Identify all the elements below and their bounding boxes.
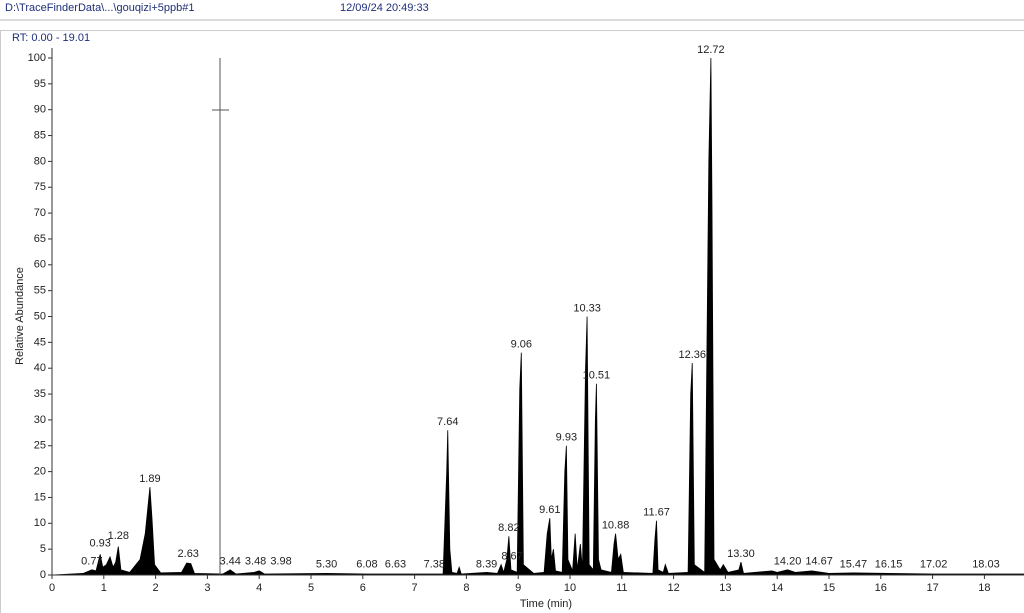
peak-label: 12.72 — [697, 44, 725, 56]
y-tick-label: 65 — [34, 233, 46, 245]
peak-label: 17.02 — [920, 558, 948, 570]
peak-label: 6.08 — [356, 558, 377, 570]
peak-label: 7.64 — [437, 416, 458, 428]
peak-label: 9.06 — [511, 339, 532, 351]
y-tick-label: 80 — [34, 155, 46, 167]
peak-label: 15.47 — [840, 558, 868, 570]
peak-label: 18.03 — [972, 558, 1000, 570]
y-axis-label: Relative Abundance — [14, 267, 26, 365]
peak-label: 3.98 — [270, 556, 291, 568]
x-tick-label: 0 — [49, 582, 55, 594]
x-tick-label: 2 — [153, 582, 159, 594]
x-tick-label: 6 — [360, 582, 366, 594]
y-tick-label: 15 — [34, 491, 46, 503]
y-tick-label: 5 — [40, 543, 46, 555]
x-tick-label: 10 — [564, 582, 576, 594]
y-tick-label: 45 — [34, 336, 46, 348]
file-path: D:\TraceFinderData\...\gouqizi+5ppb#1 — [5, 2, 194, 14]
y-tick-label: 40 — [34, 362, 46, 374]
peak-label: 11.67 — [643, 507, 670, 519]
x-tick-label: 1 — [101, 582, 107, 594]
date-time: 12/09/24 20:49:33 — [340, 2, 429, 14]
peak-label: 2.63 — [178, 548, 199, 560]
y-tick-label: 85 — [34, 129, 46, 141]
plot-frame — [0, 30, 1024, 613]
x-tick-label: 4 — [256, 582, 262, 594]
x-tick-label: 14 — [771, 582, 783, 594]
x-tick-label: 18 — [978, 582, 990, 594]
y-tick-label: 60 — [34, 259, 46, 271]
y-tick-label: 100 — [28, 52, 46, 64]
x-tick-label: 5 — [308, 582, 314, 594]
x-tick-label: 7 — [412, 582, 418, 594]
y-tick-label: 20 — [34, 466, 46, 478]
peak-label: 0.77 — [81, 556, 102, 568]
peak-label: 1.28 — [108, 530, 129, 542]
y-tick-label: 75 — [34, 181, 46, 193]
y-tick-label: 0 — [40, 569, 46, 581]
x-tick-label: 9 — [515, 582, 521, 594]
y-tick-label: 30 — [34, 414, 46, 426]
peak-label: 7.38 — [424, 558, 445, 570]
x-tick-label: 11 — [616, 582, 627, 594]
x-tick-label: 13 — [719, 582, 731, 594]
peak-label: 0.93 — [89, 538, 110, 550]
y-tick-label: 90 — [34, 104, 46, 116]
y-tick-label: 10 — [34, 517, 46, 529]
peak-label: 9.93 — [556, 432, 577, 444]
x-tick-label: 12 — [667, 582, 679, 594]
x-tick-label: 16 — [875, 582, 887, 594]
peak-label: 9.61 — [539, 504, 560, 516]
x-tick-label: 3 — [204, 582, 210, 594]
peak-label: 10.33 — [573, 302, 601, 314]
x-tick-label: 15 — [823, 582, 835, 594]
peak-label: 8.82 — [498, 522, 519, 534]
peak-label: 13.30 — [727, 548, 755, 560]
peak-label: 3.44 — [219, 556, 240, 568]
x-tick-label: 8 — [463, 582, 469, 594]
peak-label: 5.30 — [316, 558, 337, 570]
peak-label: 10.51 — [583, 370, 611, 382]
y-tick-label: 50 — [34, 310, 46, 322]
peak-label: 14.20 — [774, 556, 802, 568]
chromatogram-trace — [51, 57, 1024, 576]
plot-area: 0 1 2 3 4 5 6 7 8 9 10 11 12 13 14 15 16 17 180.770.931.28… — [49, 44, 1024, 594]
peak-label: 8.39 — [476, 558, 497, 570]
x-tick-label: 17 — [926, 582, 938, 594]
y-tick-label: 25 — [34, 440, 46, 452]
peak-label: 3.48 — [245, 556, 266, 568]
y-tick-label: 35 — [34, 388, 46, 400]
y-tick-label: 55 — [34, 285, 46, 297]
x-axis-label: Time (min) — [520, 598, 572, 610]
y-tick-label: 70 — [34, 207, 46, 219]
rt-range: RT: 0.00 - 19.01 — [12, 32, 90, 44]
peak-label: 16.15 — [875, 558, 903, 570]
y-tick-label: 95 — [34, 78, 46, 90]
peak-label: 6.63 — [385, 558, 406, 570]
peak-label: 10.88 — [602, 520, 630, 532]
peak-label: 1.89 — [139, 473, 160, 485]
peak-label: 12.36 — [678, 349, 706, 361]
peak-label: 14.67 — [805, 556, 833, 568]
peak-label: 8.67 — [501, 551, 522, 563]
